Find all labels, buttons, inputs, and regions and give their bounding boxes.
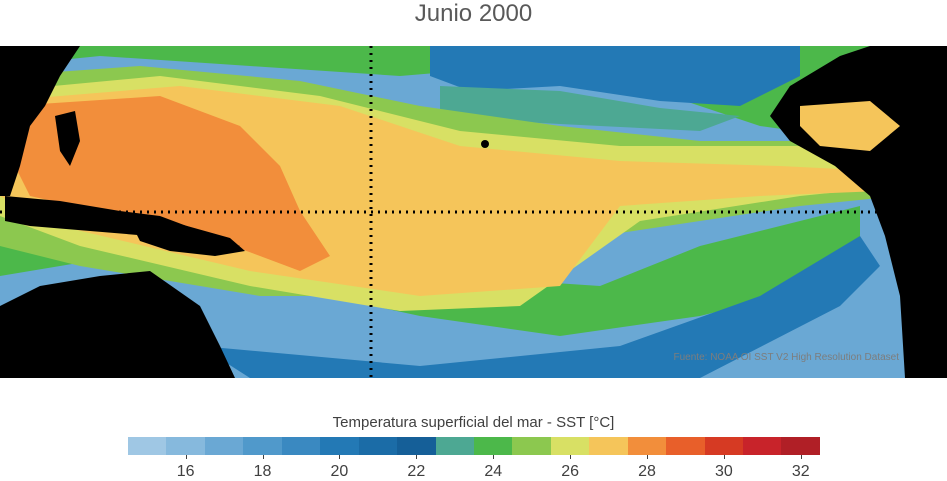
colorbar-tick-label: 28 <box>638 463 656 480</box>
colorbar-tick-label: 18 <box>253 463 272 480</box>
colorbar-segment <box>743 437 782 455</box>
ocean-south-blue <box>200 236 880 378</box>
colorbar-tick <box>493 455 495 459</box>
ocean-south-light <box>700 246 947 378</box>
colorbar-tick <box>723 455 725 459</box>
colorbar-tick-label: 22 <box>407 463 426 480</box>
colorbar-tick-label: 30 <box>714 463 733 480</box>
sst-map <box>0 46 947 378</box>
colorbar-label: Temperatura superficial del mar - SST [°… <box>332 414 615 431</box>
colorbar-segment <box>666 437 705 455</box>
colorbar-segment <box>589 437 628 455</box>
colorbar-segment <box>128 437 167 455</box>
land-hawaii <box>481 140 489 148</box>
colorbar-tick-label: 26 <box>561 463 579 480</box>
ocean-south-green <box>0 206 860 336</box>
colorbar-segment <box>397 437 436 455</box>
land-central-america-gap <box>800 101 900 151</box>
colorbar-segment <box>243 437 282 455</box>
colorbar-segment <box>166 437 205 455</box>
colorbar-segment <box>281 437 321 455</box>
colorbar-tick <box>570 455 572 459</box>
ocean-warm-core <box>10 96 330 271</box>
colorbar-segment <box>550 437 590 455</box>
colorbar-tick-label: 24 <box>484 463 503 480</box>
land-philippines <box>55 111 80 166</box>
colorbar <box>128 437 820 455</box>
map-title: Junio 2000 <box>414 0 533 27</box>
ocean-north-blue <box>430 46 800 106</box>
colorbar-tick <box>416 455 418 459</box>
colorbar-tick <box>647 455 648 459</box>
colorbar-segment <box>435 437 474 455</box>
colorbar-segment <box>358 437 398 455</box>
colorbar-tick <box>185 455 187 459</box>
colorbar-segment <box>473 437 513 455</box>
colorbar-ticks: 16 18 20 22 24 26 28 30 32 <box>0 455 947 480</box>
colorbar-tick-label: 32 <box>791 463 810 480</box>
colorbar-segment <box>627 437 667 455</box>
colorbar-segment <box>704 437 743 455</box>
colorbar-tick <box>800 455 802 459</box>
land-new-guinea <box>130 221 245 256</box>
colorbar-segment <box>781 437 820 455</box>
colorbar-tick <box>339 455 341 459</box>
colorbar-tick <box>262 455 264 459</box>
colorbar-segment <box>512 437 551 455</box>
colorbar-tick-label: 20 <box>330 463 349 480</box>
land-australia <box>0 271 235 378</box>
data-source-credit: Fuente: NOAA OI SST V2 High Resolution D… <box>673 352 899 363</box>
colorbar-tick-label: 16 <box>176 463 195 480</box>
colorbar-segment <box>204 437 244 455</box>
colorbar-segment <box>320 437 359 455</box>
land-asia <box>0 46 80 196</box>
